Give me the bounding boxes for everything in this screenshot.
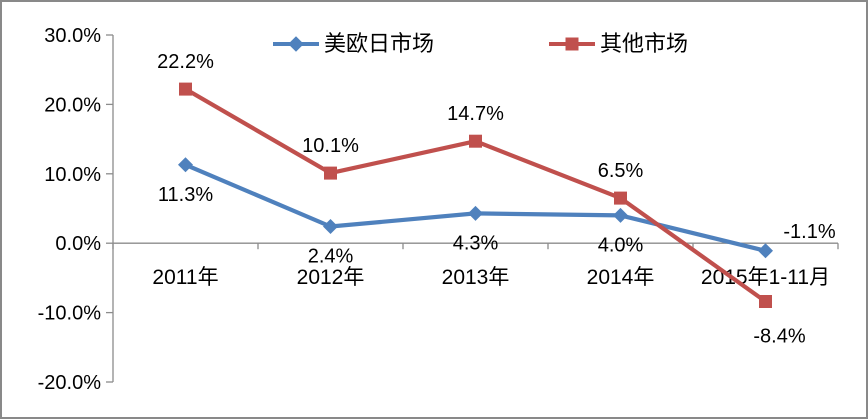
legend-swatch-0: [273, 31, 319, 57]
y-tick-label: 0.0%: [55, 233, 101, 255]
diamond-marker: [613, 207, 628, 223]
data-label-series-1: 22.2%: [157, 51, 214, 73]
legend-item-series-1: 其他市场: [549, 31, 688, 57]
square-marker: [179, 82, 192, 96]
diamond-marker: [323, 219, 338, 234]
y-tick-label: 20.0%: [44, 94, 101, 116]
square-marker-icon: [565, 37, 579, 51]
diamond-marker-icon: [288, 36, 304, 52]
y-tick-label: 10.0%: [44, 164, 101, 186]
x-category-label: 2013年: [442, 266, 510, 289]
data-label-series-0: -1.1%: [783, 221, 835, 243]
y-tick-label: -10.0%: [38, 303, 102, 325]
data-label-series-1: 14.7%: [447, 103, 504, 125]
x-category-label: 2014年: [587, 266, 655, 289]
diamond-marker: [468, 205, 483, 221]
legend-label-series-1: 其他市场: [600, 31, 689, 56]
data-label-series-0: 4.0%: [598, 234, 644, 256]
data-label-series-0: 11.3%: [158, 184, 213, 206]
y-tick-label: 30.0%: [44, 25, 101, 47]
square-marker: [759, 295, 772, 308]
x-category-label: 2015年1-11月: [701, 266, 830, 289]
data-label-series-1: -8.4%: [753, 326, 805, 348]
legend-swatch-1: [549, 31, 595, 57]
x-category-label: 2011年: [152, 266, 218, 289]
diamond-marker: [758, 243, 773, 259]
data-label-series-1: 10.1%: [302, 135, 359, 157]
y-tick-label: -20.0%: [38, 372, 102, 394]
data-label-series-1: 6.5%: [598, 160, 644, 182]
square-marker: [469, 134, 482, 148]
diamond-marker: [178, 157, 193, 173]
square-marker: [324, 166, 337, 180]
legend-label-series-0: 美欧日市场: [324, 31, 435, 56]
legend-item-series-0: 美欧日市场: [273, 31, 434, 57]
data-label-series-0: 2.4%: [308, 246, 354, 268]
data-label-series-0: 4.3%: [453, 232, 499, 254]
x-category-label: 2012年: [297, 266, 365, 289]
square-marker: [614, 191, 627, 205]
